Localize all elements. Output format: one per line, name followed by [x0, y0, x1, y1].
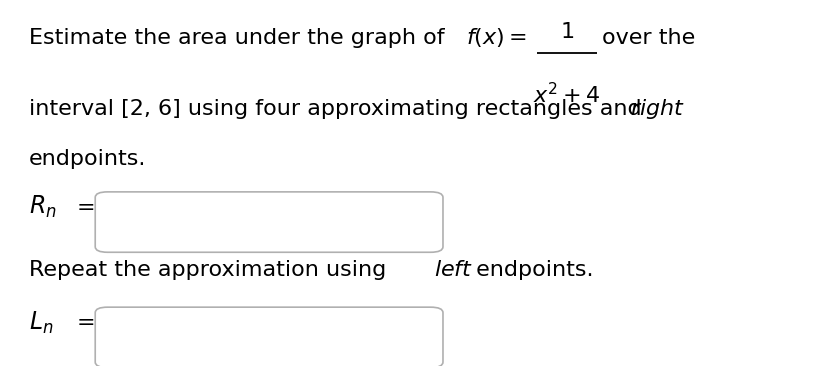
- Text: 1: 1: [559, 22, 574, 42]
- Text: over the: over the: [601, 28, 695, 48]
- Text: interval [2, 6] using four approximating rectangles and: interval [2, 6] using four approximating…: [29, 99, 648, 119]
- Text: $L_n$: $L_n$: [29, 309, 54, 336]
- Text: =: =: [77, 198, 95, 218]
- Text: Repeat the approximation using: Repeat the approximation using: [29, 260, 393, 280]
- FancyBboxPatch shape: [95, 192, 442, 252]
- Text: endpoints.: endpoints.: [29, 149, 146, 169]
- Text: endpoints.: endpoints.: [468, 260, 592, 280]
- FancyBboxPatch shape: [95, 307, 442, 366]
- Text: $R_n$: $R_n$: [29, 194, 57, 220]
- Text: $\mathit{left}$: $\mathit{left}$: [433, 260, 472, 280]
- Text: $f(x) =$: $f(x) =$: [466, 26, 527, 49]
- Text: =: =: [77, 313, 95, 333]
- Text: Estimate the area under the graph of: Estimate the area under the graph of: [29, 28, 452, 48]
- Text: $x^2 + 4$: $x^2 + 4$: [533, 82, 600, 108]
- Text: $\mathit{right}$: $\mathit{right}$: [629, 97, 684, 121]
